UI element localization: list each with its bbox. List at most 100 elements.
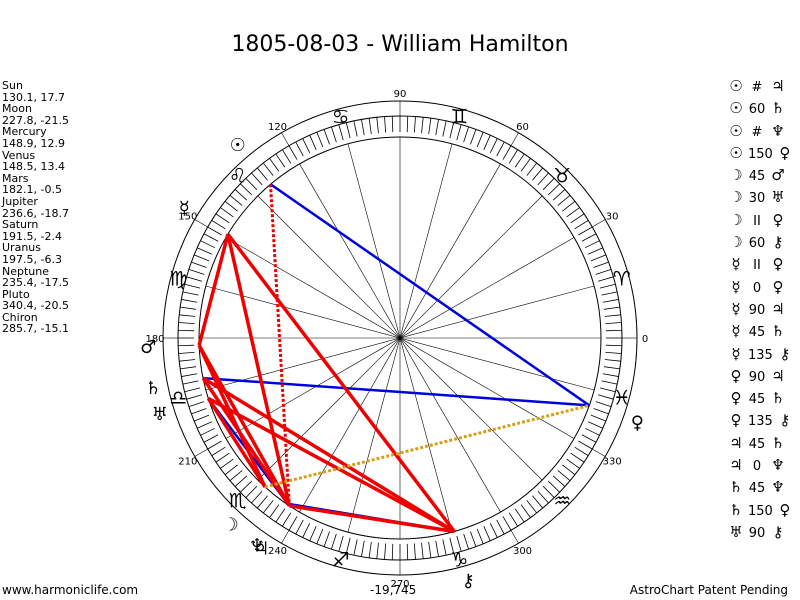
degree-label: 0 <box>642 334 648 345</box>
degree-tick <box>353 120 358 137</box>
aspect-type: 90 <box>748 369 766 385</box>
planet-name-neptune: Neptune <box>2 264 50 278</box>
aspect-planet-2: ♀ <box>772 277 784 296</box>
degree-tick <box>316 132 324 148</box>
degree-tick <box>302 522 311 538</box>
degree-tick <box>288 516 298 531</box>
degree-tick <box>470 129 477 145</box>
aspect-row: ☽ 60 ⚷ <box>728 232 793 254</box>
website-link[interactable]: www.harmoniclife.com <box>2 583 139 597</box>
degree-tick <box>384 116 387 133</box>
degree-tick <box>186 394 203 400</box>
division-line <box>205 285 595 391</box>
aspect-row: ☽ II ♀ <box>728 210 793 232</box>
degree-tick <box>435 540 439 557</box>
aspect-type: 45 <box>748 325 766 341</box>
degree-tick <box>605 329 622 332</box>
aspect-planet-2: ⚷ <box>779 411 791 430</box>
degree-label: 90 <box>394 89 407 100</box>
degree-tick <box>234 189 248 201</box>
degree-tick <box>178 351 195 354</box>
degree-tick <box>323 129 330 145</box>
planet-name-mercury: Mercury <box>2 125 47 139</box>
degree-label: 210 <box>178 457 197 468</box>
aspect-row: ♀ 45 ♄ <box>728 388 793 410</box>
degree-tick <box>597 394 614 400</box>
degree-tick <box>391 116 394 133</box>
aspect-planet-2: ♀ <box>779 500 791 519</box>
aspect-planet-1: ☽ <box>729 210 743 229</box>
aspect-type: II <box>753 213 761 229</box>
degree-tick <box>191 408 207 415</box>
degree-tick <box>599 387 616 393</box>
degree-tick <box>184 387 201 393</box>
degree-tick <box>581 434 597 443</box>
planet-glyph: ♅ <box>152 404 168 425</box>
degree-tick <box>514 153 525 168</box>
planet-values-neptune: 235.4, -17.5 <box>2 276 69 290</box>
degree-tick <box>574 220 589 230</box>
degree-tick <box>570 213 585 224</box>
degree-tick <box>584 427 600 436</box>
degree-tick <box>224 464 238 475</box>
planet-name-moon: Moon <box>2 102 32 116</box>
degree-tick <box>605 351 622 354</box>
degree-label: 150 <box>178 212 197 223</box>
degree-tick <box>449 537 455 554</box>
degree-tick <box>207 226 222 236</box>
sign-boundary <box>510 530 519 544</box>
degree-tick <box>188 269 205 275</box>
aspect-line <box>202 376 590 407</box>
degree-tick <box>552 475 566 487</box>
degree-tick <box>263 162 274 176</box>
degree-tick <box>520 504 531 518</box>
degree-tick <box>251 172 263 186</box>
degree-tick <box>295 519 304 535</box>
sign-boundary <box>510 132 519 146</box>
degree-tick <box>182 380 199 385</box>
aspect-planet-1: ☽ <box>729 166 743 185</box>
aspect-type: 150 <box>748 503 773 519</box>
degree-tick <box>338 535 344 552</box>
aspect-planet-2: ♀ <box>772 210 784 229</box>
aspect-row: ♄ 45 ♆ <box>728 477 793 499</box>
planet-glyph: ♆ <box>249 535 265 556</box>
degree-tick <box>557 194 571 206</box>
degree-tick <box>584 240 600 249</box>
aspect-planet-1: ☉ <box>729 121 743 140</box>
zodiac-sign-glyph: ♍ <box>169 267 187 291</box>
degree-tick <box>428 118 432 135</box>
aspect-planet-1: ♅ <box>729 522 743 541</box>
degree-tick <box>197 247 212 255</box>
degree-tick <box>599 283 616 289</box>
degree-tick <box>593 408 609 415</box>
degree-tick <box>604 359 621 362</box>
degree-tick <box>470 531 477 547</box>
degree-tick <box>323 531 330 547</box>
aspect-planet-1: ☿ <box>731 277 741 296</box>
planet-name-venus: Venus <box>2 148 36 162</box>
sign-boundary <box>281 530 290 544</box>
degree-tick <box>602 299 619 303</box>
planet-values-venus: 148.5, 13.4 <box>2 160 65 174</box>
aspect-row: ♅ 90 ⚷ <box>728 522 793 544</box>
degree-tick <box>578 440 593 450</box>
aspect-line <box>289 504 455 534</box>
degree-tick <box>215 452 230 463</box>
aspect-row: ☿ 0 ♀ <box>728 277 793 299</box>
degree-tick <box>514 508 525 523</box>
degree-tick <box>442 120 447 137</box>
aspect-planet-2: ♃ <box>771 299 785 318</box>
aspect-planet-1: ♃ <box>729 433 743 452</box>
degree-tick <box>483 526 491 541</box>
degree-tick <box>537 172 549 186</box>
degree-label: 60 <box>516 122 529 133</box>
planet-glyph: ☽ <box>223 515 239 536</box>
degree-tick <box>191 261 207 268</box>
aspect-planet-2: ♄ <box>771 99 785 118</box>
degree-label: 240 <box>268 546 287 557</box>
aspect-planet-2: ♃ <box>771 366 785 385</box>
degree-tick <box>179 359 196 362</box>
aspect-planet-1: ♀ <box>730 366 742 385</box>
aspect-type: 60 <box>748 102 766 118</box>
